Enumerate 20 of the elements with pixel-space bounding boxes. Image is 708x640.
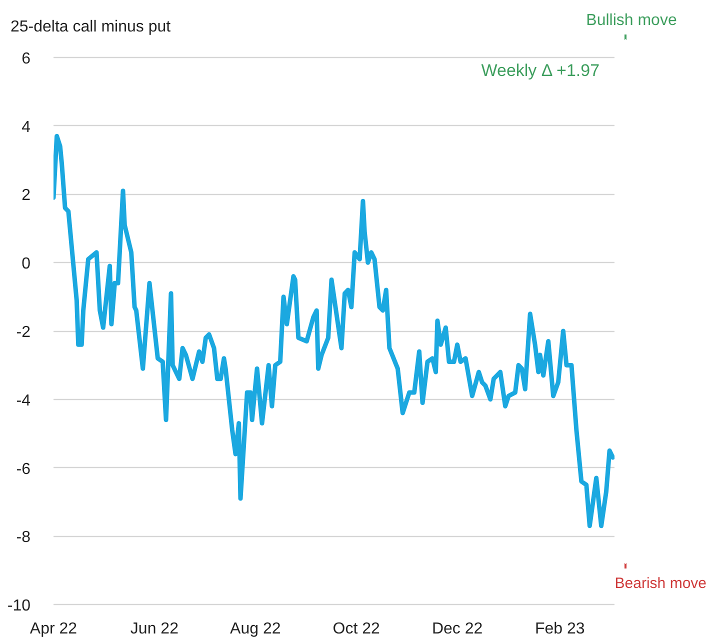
text: Bullish move	[586, 12, 677, 29]
y-tick-label: 6	[22, 50, 31, 68]
y-tick-label: -4	[16, 392, 31, 410]
y-tick-label: 2	[22, 187, 31, 204]
x-tick-label: Feb 23	[534, 620, 585, 638]
y-tick-label: 4	[22, 118, 31, 136]
y-tick-label: -2	[16, 324, 31, 341]
y-tick-label: 0	[22, 256, 31, 273]
x-tick-label: Oct 22	[332, 620, 380, 638]
x-tick-label: Dec 22	[432, 620, 483, 638]
text: Bearish move	[614, 575, 707, 592]
y-tick-label: -8	[16, 529, 31, 546]
y-tick-label: -6	[16, 460, 31, 478]
y-axis-title: 25-delta call minus put	[10, 18, 172, 36]
y-tick-label: -10	[7, 598, 31, 615]
x-tick-label: Apr 22	[30, 620, 78, 638]
line-series	[54, 134, 614, 528]
x-tick-label: Jun 22	[130, 620, 179, 638]
x-tick-label: Aug 22	[230, 620, 281, 638]
annotation: Weekly Δ +1.97	[481, 61, 600, 80]
